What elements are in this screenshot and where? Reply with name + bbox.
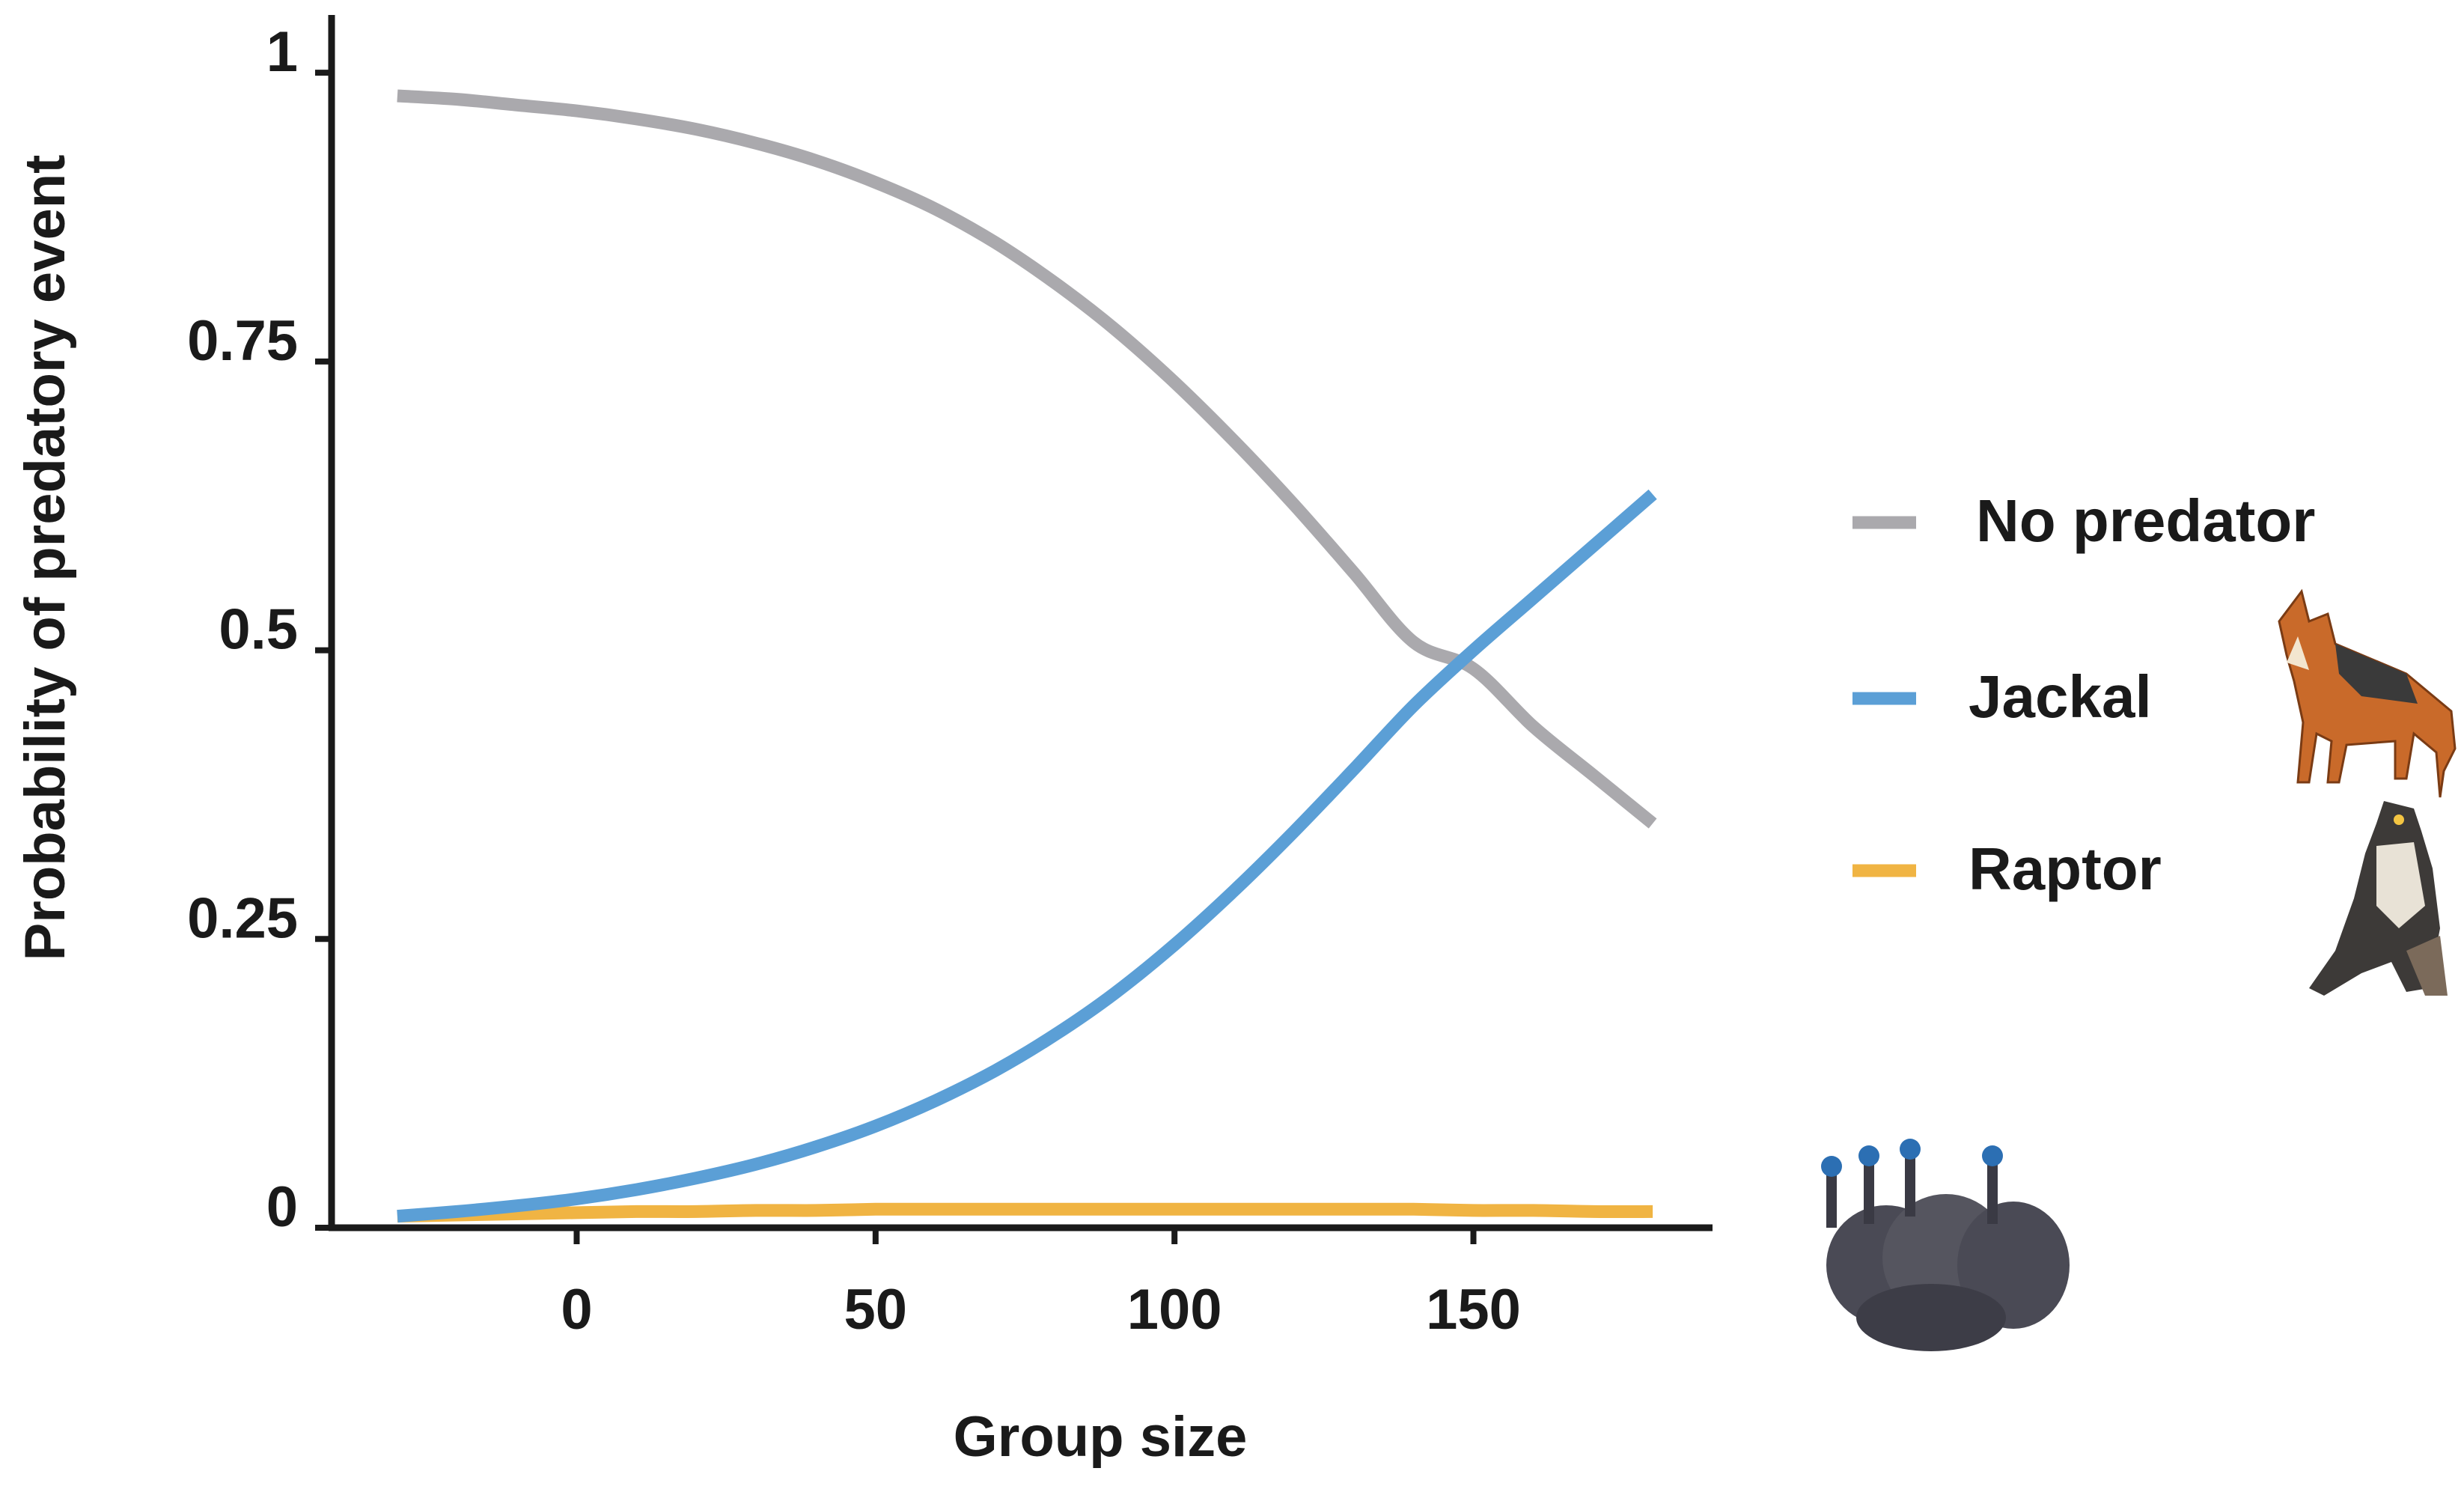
raptor-photo-icon bbox=[2309, 801, 2448, 996]
x-tick-label: 100 bbox=[1127, 1278, 1222, 1342]
tick-marks: 0 0.25 0.5 0.75 1 0 50 100 150 bbox=[187, 20, 1521, 1342]
y-tick-label: 0.75 bbox=[187, 309, 298, 373]
y-tick-label: 0.25 bbox=[187, 886, 298, 950]
series-line-raptor bbox=[397, 1202, 1653, 1223]
guineafowl-photo-icon bbox=[1821, 1139, 2070, 1351]
legend-label-jackal: Jackal bbox=[1969, 663, 2152, 730]
legend-label-raptor: Raptor bbox=[1969, 835, 2162, 902]
x-axis-label: Group size bbox=[954, 1405, 1248, 1469]
series-line-no-predator bbox=[397, 89, 1657, 829]
axes bbox=[328, 15, 1713, 1231]
y-tick-label: 1 bbox=[266, 20, 298, 84]
series-lines bbox=[397, 89, 1657, 1223]
jackal-photo-icon bbox=[2278, 588, 2457, 798]
x-tick-label: 0 bbox=[561, 1278, 592, 1342]
legend: No predator Jackal Raptor bbox=[1852, 487, 2315, 902]
x-tick-label: 150 bbox=[1426, 1278, 1521, 1342]
y-tick-label: 0 bbox=[266, 1175, 298, 1239]
y-axis-label: Probability of predatory event bbox=[13, 155, 77, 961]
series-line-jackal bbox=[397, 489, 1657, 1223]
y-tick-label: 0.5 bbox=[219, 598, 298, 662]
x-tick-label: 50 bbox=[844, 1278, 908, 1342]
legend-label-no-predator: No predator bbox=[1976, 487, 2315, 554]
